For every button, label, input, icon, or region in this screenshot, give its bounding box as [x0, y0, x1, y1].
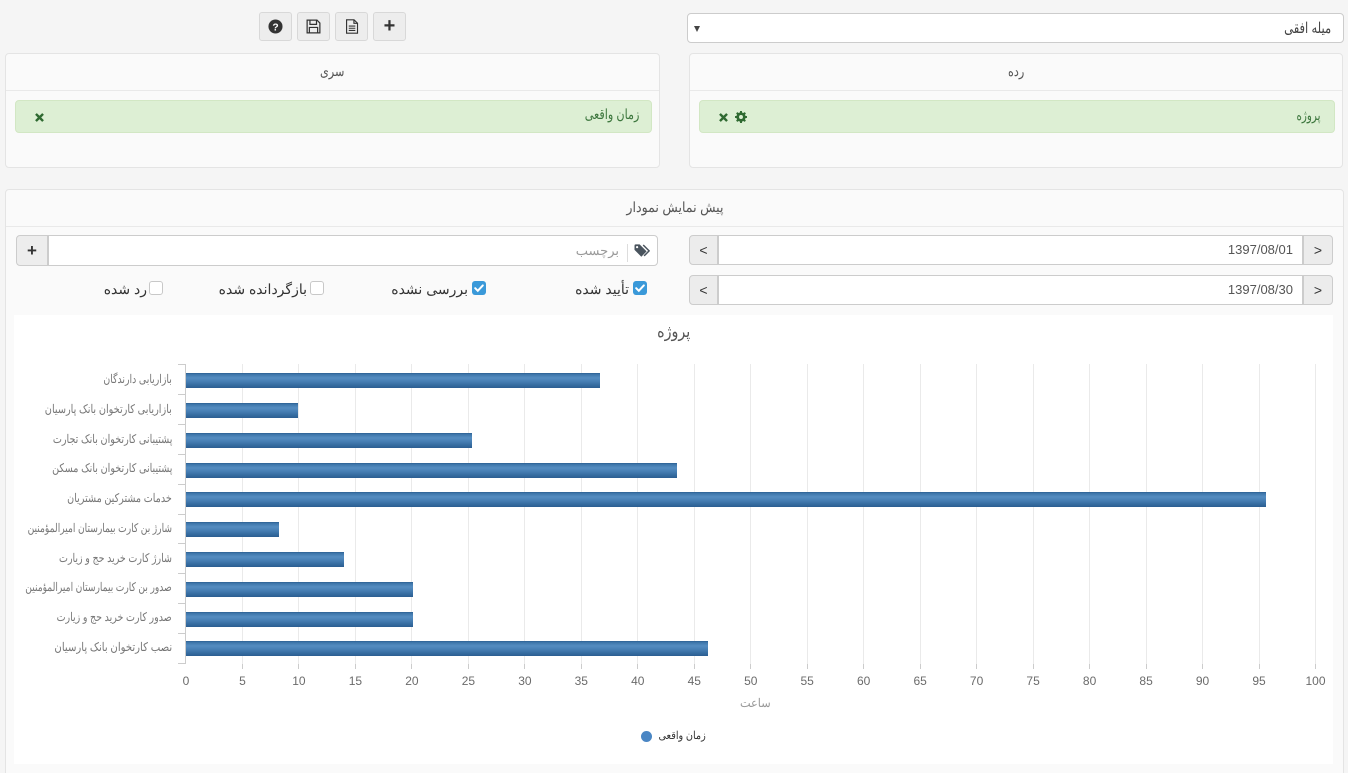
svg-text:?: ?: [272, 22, 278, 33]
